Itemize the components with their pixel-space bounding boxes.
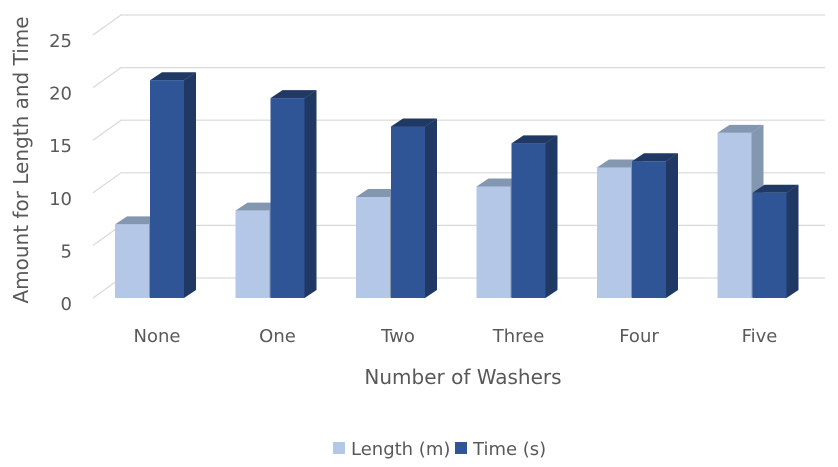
- legend-label: Length (m): [351, 439, 450, 460]
- y-tick-label: 5: [61, 241, 72, 262]
- legend: Length (m) Time (s): [333, 439, 546, 460]
- x-tick-label: None: [134, 326, 181, 347]
- bar-one-time: [270, 90, 317, 299]
- gridlines: [92, 14, 825, 299]
- gridline-20: [92, 67, 825, 89]
- bars: [115, 72, 799, 299]
- bar-four-time: [632, 153, 678, 298]
- bar-five-time: [752, 184, 799, 298]
- y-tick-label: 20: [49, 84, 72, 105]
- y-tick-label: 0: [61, 294, 72, 315]
- y-tick-labels: 0 5 10 15 20 25: [49, 31, 72, 315]
- legend-label: Time (s): [472, 439, 546, 460]
- x-tick-label: Two: [380, 326, 415, 347]
- y-tick-label: 15: [49, 136, 72, 157]
- legend-swatch: [455, 442, 467, 454]
- y-tick-label: 10: [49, 189, 72, 210]
- gridline-0: [92, 277, 825, 299]
- x-tick-label: Three: [492, 326, 545, 347]
- gridline-5: [92, 224, 825, 246]
- y-axis-title: Amount for Length and Time: [9, 16, 33, 303]
- x-tick-labels: None One Two Three Four Five: [134, 326, 778, 347]
- bar-none-time: [150, 72, 196, 299]
- bar-three-time: [511, 135, 558, 298]
- x-axis-title: Number of Washers: [364, 365, 561, 389]
- x-tick-label: Four: [619, 326, 659, 347]
- x-tick-label: One: [259, 326, 296, 347]
- x-tick-label: Five: [742, 326, 778, 347]
- gridline-25: [92, 14, 825, 36]
- gridline-10: [92, 172, 825, 194]
- y-tick-label: 25: [49, 31, 72, 52]
- gridline-15: [92, 119, 825, 141]
- legend-swatch: [333, 442, 345, 454]
- bar-two-time: [391, 118, 437, 298]
